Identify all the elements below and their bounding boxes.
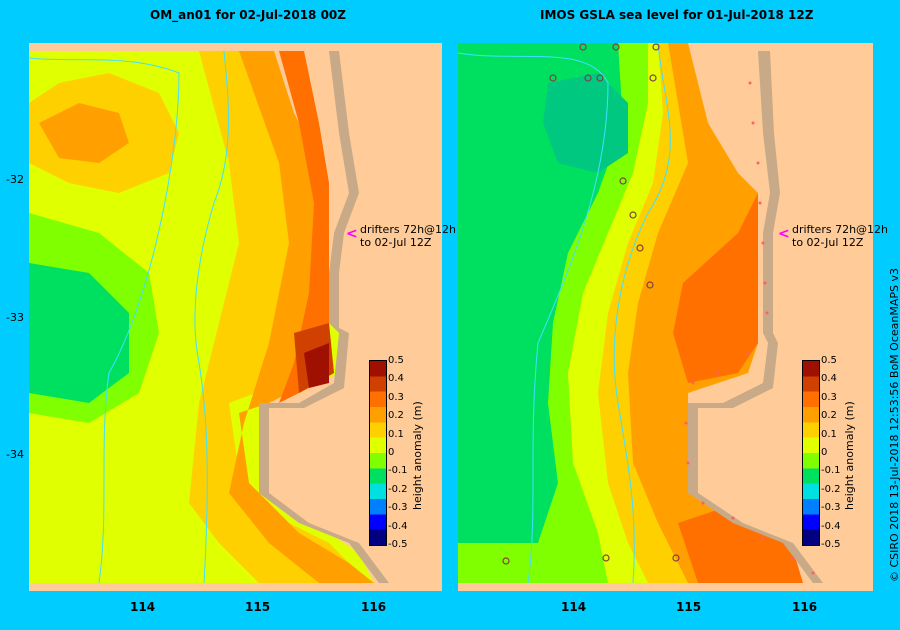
- credit-text: © CSIRO 2018 13-Jul-2018 12:53:56 BoM Oc…: [888, 268, 900, 582]
- sea-level-map-right: [458, 43, 873, 591]
- lat-label-left-1: -32: [6, 173, 24, 186]
- colorbar-tick-label: -0.4: [388, 520, 408, 532]
- lat-label-left-3: -34: [6, 448, 24, 461]
- lon-label-left-3: 116: [361, 600, 387, 614]
- coastal-drifter-dots: [684, 81, 815, 575]
- colorbar-tick-label: 0.4: [821, 373, 837, 385]
- colorbar-tick-label: 0.3: [388, 391, 404, 403]
- drifter-note-right-line1: drifters 72h@12h: [792, 223, 889, 236]
- panel-right-title: IMOS GSLA sea level for 01-Jul-2018 12Z: [540, 8, 814, 22]
- colorbar-tick-label: 0.2: [388, 410, 404, 422]
- colorbar-right-title: height anomaly (m): [843, 401, 856, 510]
- drifter-note-right-line2: to 02-Jul 12Z: [792, 236, 864, 249]
- colorbar-tick-label: 0.5: [388, 355, 404, 366]
- colorbar-right: [802, 360, 820, 546]
- colorbar-tick-label: -0.1: [388, 465, 408, 477]
- drifter-markers: [502, 43, 680, 565]
- lat-label-left-2: -33: [6, 311, 24, 324]
- colorbar-tick-label: -0.3: [388, 502, 408, 514]
- colorbar-tick-label: 0: [821, 447, 828, 458]
- colorbar-tick-label: 0.2: [821, 410, 837, 422]
- lon-label-left-2: 115: [245, 600, 271, 614]
- drifter-note-right: drifters 72h@12h to 02-Jul 12Z: [792, 223, 888, 249]
- colorbar-tick-label: -0.4: [821, 520, 841, 532]
- colorbar-tick-label: 0.4: [388, 373, 404, 385]
- drifter-note-left-line2: to 02-Jul 12Z: [360, 236, 432, 249]
- drifter-note-left: drifters 72h@12h to 02-Jul 12Z: [360, 223, 456, 249]
- colorbar-tick-label: 0.1: [388, 428, 404, 440]
- lon-label-right-2: 115: [676, 600, 702, 614]
- colorbar-tick-label: -0.3: [821, 502, 841, 514]
- colorbar-tick-label: 0.5: [821, 355, 837, 366]
- drifter-arrow-icon-right: <: [778, 226, 790, 242]
- lon-label-right-1: 114: [561, 600, 587, 614]
- panel-left-title: OM_an01 for 02-Jul-2018 00Z: [150, 8, 346, 22]
- map-panel-right: [458, 43, 873, 591]
- colorbar-tick-label: 0: [388, 447, 395, 458]
- colorbar-tick-label: -0.5: [821, 539, 841, 550]
- colorbar-left-title: height anomaly (m): [411, 401, 424, 510]
- drifter-note-left-line1: drifters 72h@12h: [360, 223, 457, 236]
- lon-label-right-3: 116: [792, 600, 818, 614]
- map-panel-left: [29, 43, 442, 591]
- colorbar-left: [369, 360, 387, 546]
- colorbar-tick-label: -0.1: [821, 465, 841, 477]
- drifter-arrow-icon-left: <: [346, 226, 358, 242]
- lon-label-left-1: 114: [130, 600, 156, 614]
- colorbar-tick-label: -0.5: [388, 539, 408, 550]
- colorbar-tick-label: -0.2: [821, 483, 841, 495]
- sea-level-map-left: [29, 43, 442, 591]
- colorbar-tick-label: -0.2: [388, 483, 408, 495]
- colorbar-tick-label: 0.3: [821, 391, 837, 403]
- colorbar-tick-label: 0.1: [821, 428, 837, 440]
